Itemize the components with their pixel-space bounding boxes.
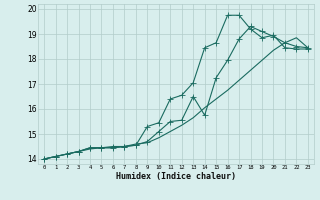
X-axis label: Humidex (Indice chaleur): Humidex (Indice chaleur) xyxy=(116,172,236,181)
